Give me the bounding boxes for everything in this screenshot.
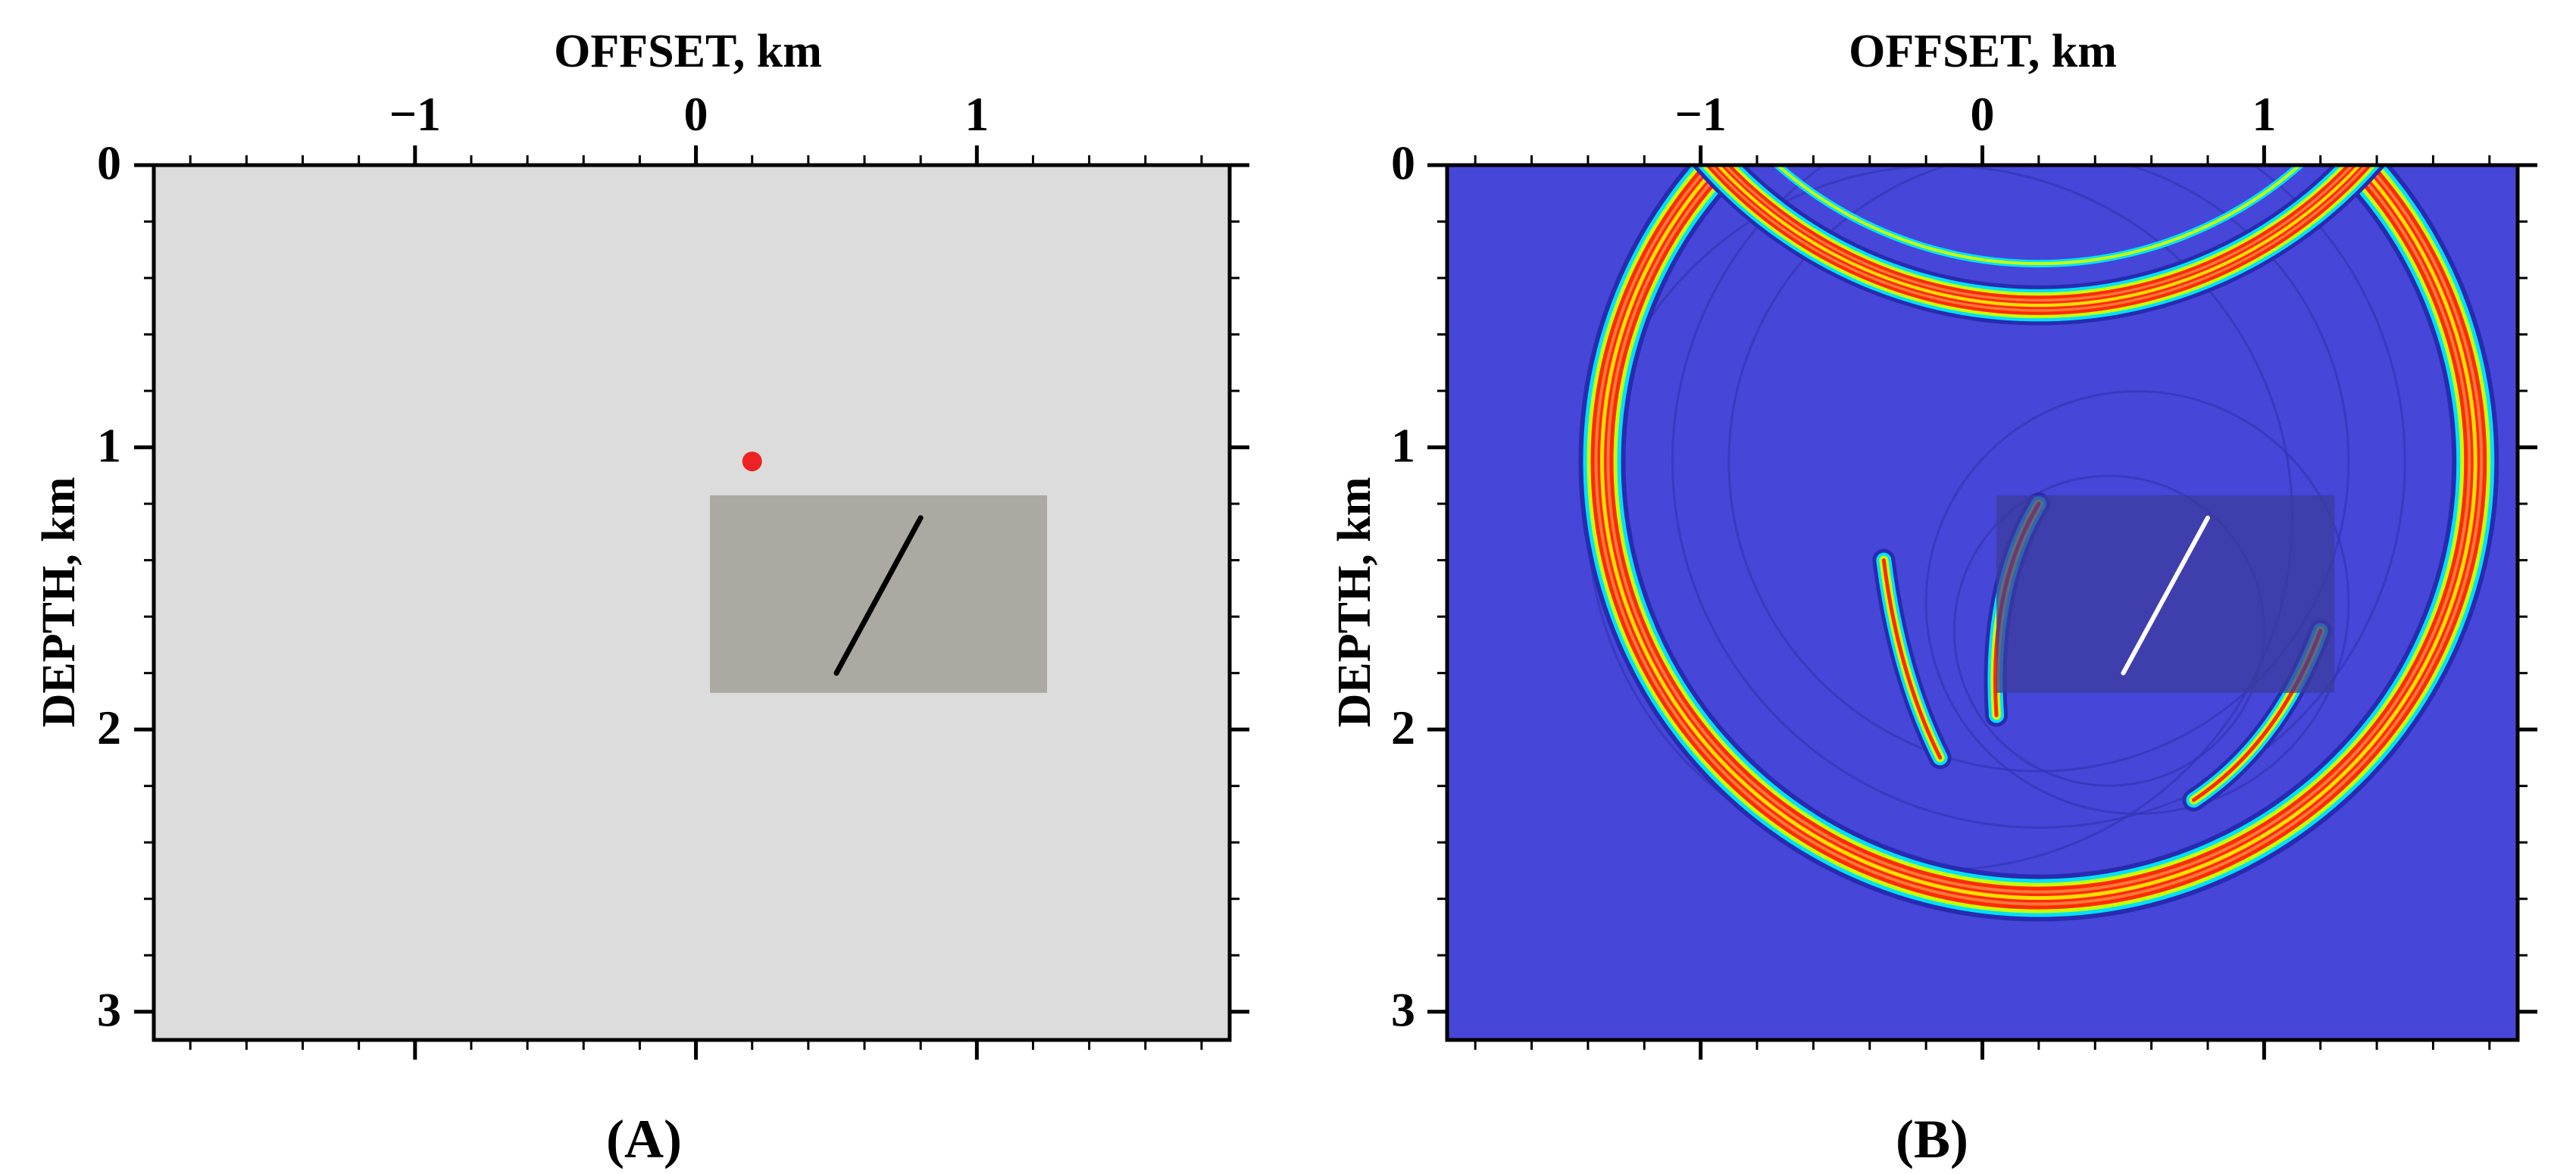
y-tick-label: 3 bbox=[97, 982, 121, 1036]
plot-frame bbox=[152, 163, 1232, 1042]
axis-ticks bbox=[1427, 145, 2537, 1060]
fracture-line bbox=[833, 515, 924, 676]
diffraction-ring bbox=[1727, 165, 2350, 773]
diffraction-ring bbox=[1924, 390, 2350, 815]
panel-caption: (A) bbox=[606, 1109, 682, 1169]
x-tick-label: 1 bbox=[2252, 87, 2276, 141]
y-tick-label: 1 bbox=[1391, 418, 1415, 472]
axis-ticks bbox=[134, 145, 1249, 1060]
reflected-wavefront-ring bbox=[1715, 165, 2362, 308]
x-tick-label: −1 bbox=[389, 87, 441, 141]
source-point bbox=[742, 451, 762, 472]
x-tick-label: 0 bbox=[684, 87, 708, 141]
wavefront-ring bbox=[1600, 165, 2478, 900]
y-axis-label: DEPTH, km bbox=[33, 477, 85, 728]
y-tick-label: 0 bbox=[1391, 136, 1415, 190]
y-tick-label: 3 bbox=[1391, 982, 1415, 1036]
reflected-wavefront-ring bbox=[1775, 165, 2302, 265]
y-tick-label: 2 bbox=[1391, 701, 1415, 754]
y-tick-label: 1 bbox=[97, 418, 121, 472]
x-tick-label: −1 bbox=[1674, 87, 1726, 141]
panel-b: OFFSET, km DEPTH, km −1 0 1 0 1 2 3 (B) bbox=[1329, 26, 2537, 1169]
model-background bbox=[154, 165, 1230, 1040]
x-axis-label: OFFSET, km bbox=[554, 26, 822, 77]
x-axis-label: OFFSET, km bbox=[1849, 26, 2117, 77]
fracture-line bbox=[2121, 515, 2210, 676]
diffraction-ring bbox=[1671, 165, 2406, 829]
y-axis-label: DEPTH, km bbox=[1329, 477, 1380, 728]
panel-a: OFFSET, km DEPTH, km −1 0 1 0 1 2 3 (A) bbox=[33, 26, 1249, 1169]
y-tick-label: 0 bbox=[97, 136, 121, 190]
x-tick-label: 0 bbox=[1971, 87, 1995, 141]
panel-caption: (B) bbox=[1896, 1109, 1968, 1169]
scattered-wave-arc bbox=[1881, 558, 1943, 760]
y-tick-label: 2 bbox=[97, 701, 121, 754]
x-tick-label: 1 bbox=[964, 87, 989, 141]
